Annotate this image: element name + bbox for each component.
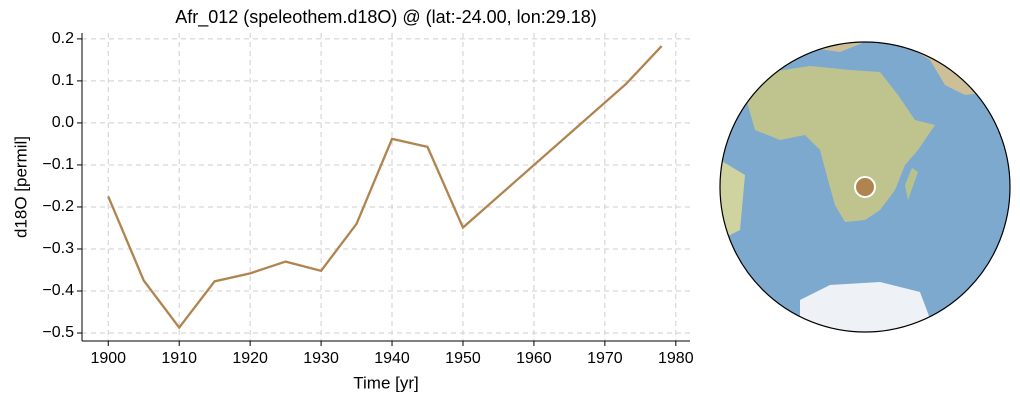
x-tick-label: 1910 — [161, 350, 197, 367]
y-tick-label: −0.2 — [42, 198, 74, 215]
x-tick-label: 1960 — [516, 350, 552, 367]
x-axis-label: Time [yr] — [353, 373, 418, 392]
y-tick-label: 0.2 — [52, 30, 74, 47]
africa — [745, 66, 935, 222]
y-tick-label: 0.1 — [52, 72, 74, 89]
y-tick-label: −0.1 — [42, 156, 74, 173]
x-tick-label: 1970 — [587, 350, 623, 367]
x-tick-label: 1920 — [232, 350, 268, 367]
x-tick-label: 1930 — [303, 350, 339, 367]
data-line — [107, 45, 663, 330]
madagascar — [905, 168, 918, 200]
x-tick-label: 1950 — [445, 350, 481, 367]
x-tick-label: 1900 — [90, 350, 126, 367]
y-tick-label: 0.0 — [52, 114, 74, 131]
antarctica — [800, 282, 935, 332]
y-tick-label: −0.3 — [42, 240, 74, 257]
globe-outline — [719, 41, 1011, 333]
chart-title: Afr_012 (speleothem.d18O) @ (lat:-24.00,… — [175, 7, 597, 28]
site-marker — [854, 176, 876, 198]
y-tick-label: −0.4 — [42, 282, 74, 299]
south-america — [720, 160, 745, 240]
globe-map — [719, 41, 1011, 333]
y-tick-label: −0.5 — [42, 324, 74, 341]
x-tick-label: 1940 — [374, 350, 410, 367]
x-tick-label: 1980 — [658, 350, 694, 367]
y-axis-label: d18O [permil] — [11, 136, 30, 238]
